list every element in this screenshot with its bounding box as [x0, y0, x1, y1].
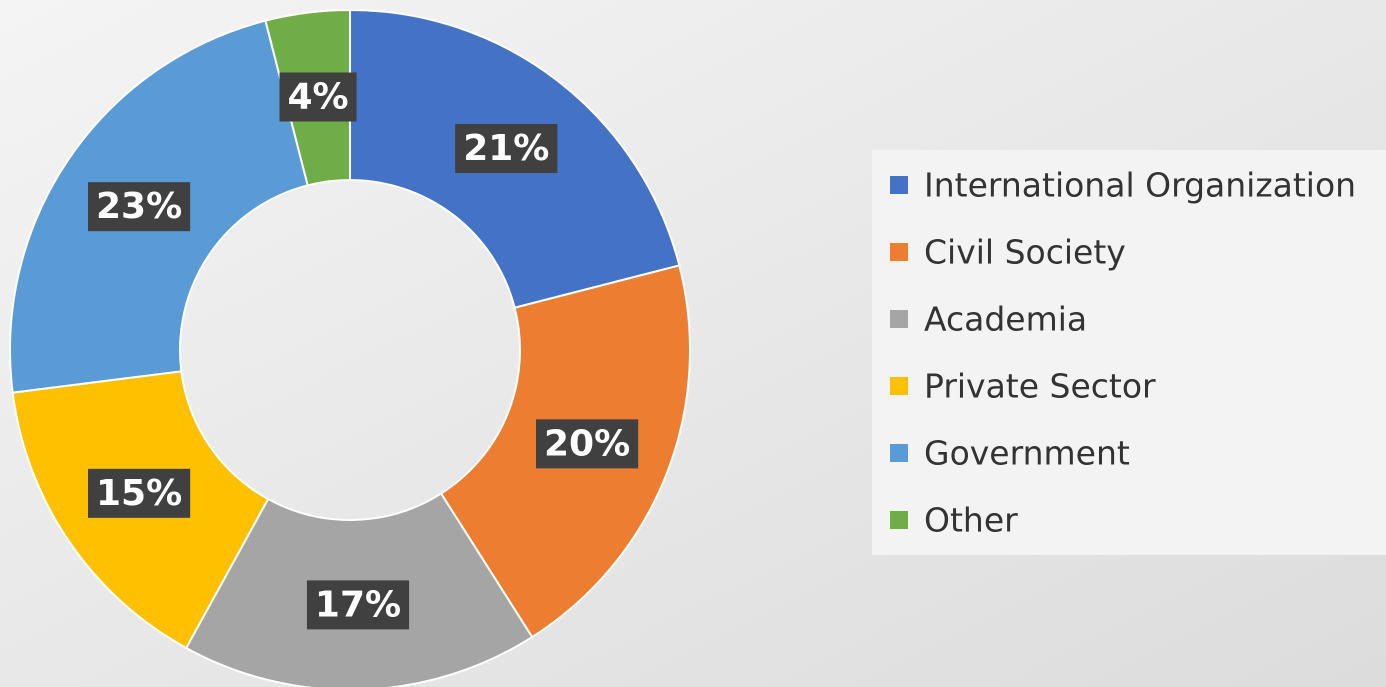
legend-label: Private Sector [924, 367, 1156, 406]
data-label: 17% [315, 584, 401, 625]
legend-label: Civil Society [924, 233, 1126, 272]
data-label: 21% [463, 128, 549, 169]
legend-swatch [890, 243, 908, 261]
data-label: 4% [287, 77, 348, 118]
legend-swatch [890, 511, 908, 529]
legend-label: Other [924, 501, 1018, 540]
data-label-box [88, 468, 191, 518]
legend-swatch [890, 444, 908, 462]
legend-box [872, 150, 1386, 555]
data-label: 20% [544, 423, 630, 464]
legend-swatch [890, 377, 908, 395]
data-label-box [88, 182, 191, 232]
data-label: 15% [96, 473, 182, 514]
data-label-box [536, 419, 639, 469]
legend-label: Academia [924, 300, 1087, 339]
data-label: 23% [96, 186, 182, 227]
legend-swatch [890, 310, 908, 328]
legend-swatch [890, 176, 908, 194]
legend-label: International Organization [924, 166, 1356, 205]
data-label-box [279, 72, 357, 122]
data-label-box [455, 124, 558, 174]
data-label-box [306, 580, 410, 630]
legend-label: Government [924, 434, 1130, 473]
